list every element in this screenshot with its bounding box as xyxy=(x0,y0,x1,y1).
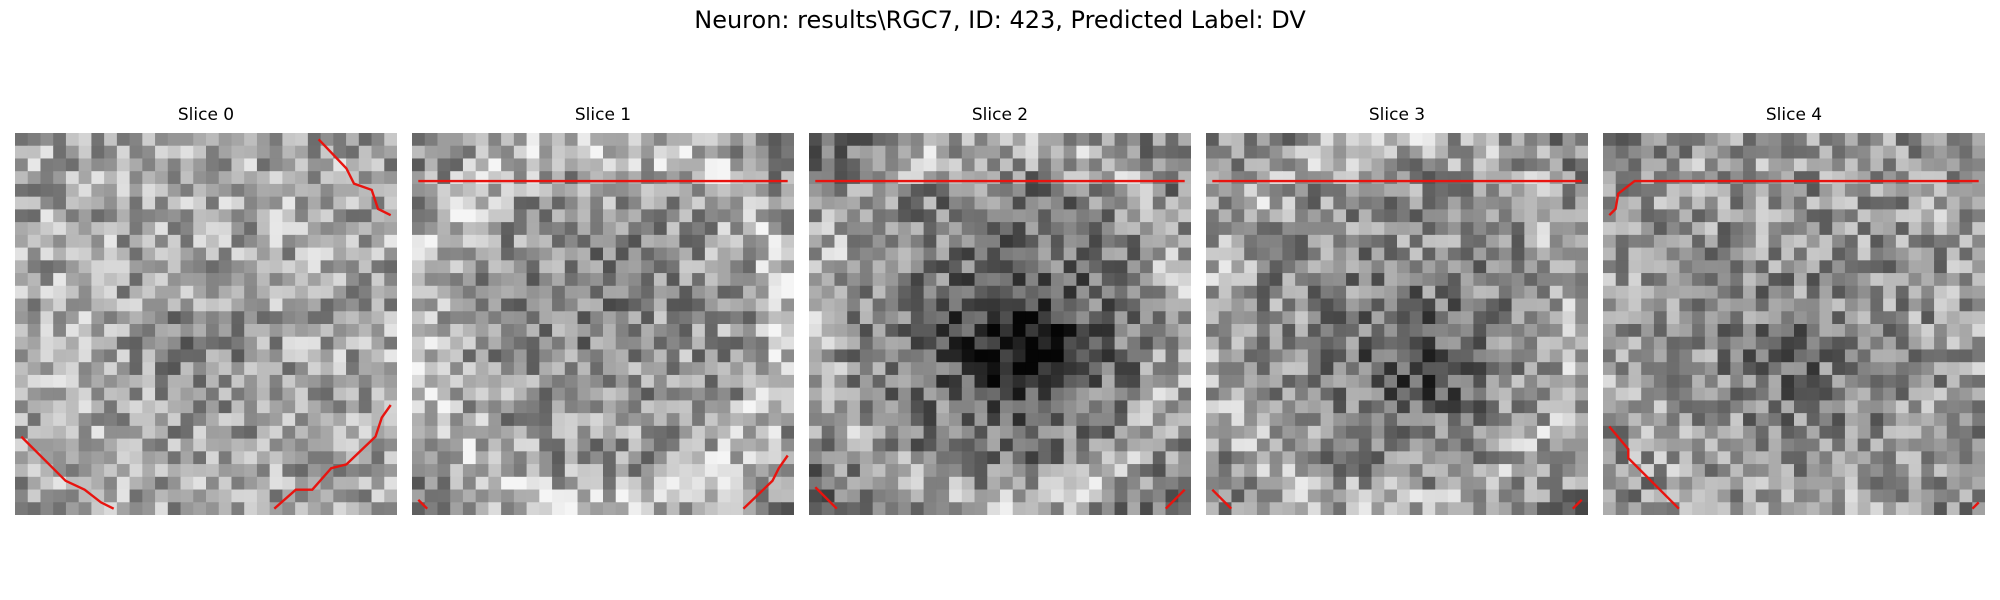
pixel-grid xyxy=(15,133,397,515)
slice-image xyxy=(412,133,794,515)
contour-line xyxy=(1608,425,1680,510)
slice-panel-1: Slice 1 xyxy=(412,105,794,515)
slice-image xyxy=(15,133,397,515)
figure-title: Neuron: results\RGC7, ID: 423, Predicted… xyxy=(694,6,1306,34)
contour-line xyxy=(1571,498,1583,510)
slice-panel-0: Slice 0 xyxy=(15,105,397,515)
contour-line xyxy=(1164,488,1186,510)
contour-line xyxy=(273,404,392,510)
contour-line xyxy=(317,138,392,217)
pixel-grid xyxy=(1206,133,1588,515)
slice-panel-2: Slice 2 xyxy=(809,105,1191,515)
slice-title: Slice 3 xyxy=(1368,105,1426,125)
slice-panel-4: Slice 4 xyxy=(1603,105,1985,515)
contour-line xyxy=(1211,488,1233,510)
contour-line xyxy=(742,454,789,510)
pixel-grid xyxy=(1603,133,1985,515)
contour-line xyxy=(1971,501,1980,510)
contour-line xyxy=(1608,179,1979,217)
contour-line xyxy=(814,486,838,510)
slice-title: Slice 4 xyxy=(1765,105,1823,125)
slice-title: Slice 0 xyxy=(177,105,235,125)
pixel-grid xyxy=(809,133,1191,515)
slice-title: Slice 1 xyxy=(574,105,632,125)
slice-image xyxy=(1603,133,1985,515)
contour-line xyxy=(20,435,115,510)
slice-image xyxy=(1206,133,1588,515)
slice-panel-3: Slice 3 xyxy=(1206,105,1588,515)
slice-image xyxy=(809,133,1191,515)
contour-line xyxy=(417,498,429,510)
slice-title: Slice 2 xyxy=(971,105,1029,125)
pixel-grid xyxy=(412,133,794,515)
